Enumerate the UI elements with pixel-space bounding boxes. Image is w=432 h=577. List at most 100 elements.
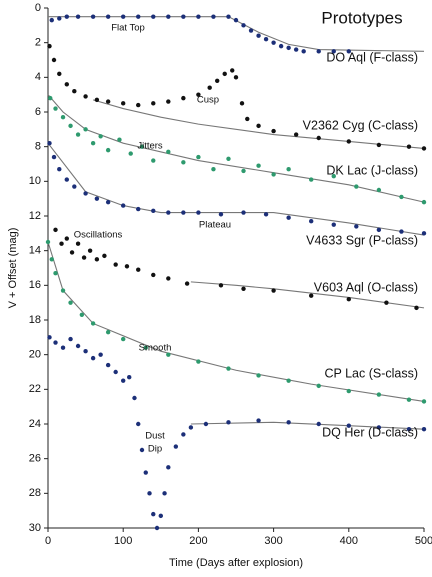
data-point — [105, 14, 111, 19]
data-point — [181, 14, 186, 19]
data-point — [57, 16, 62, 21]
data-point — [105, 329, 111, 335]
data-point — [226, 420, 231, 425]
data-point — [196, 359, 201, 364]
data-point — [256, 123, 261, 129]
data-point — [346, 139, 351, 144]
data-point — [256, 418, 261, 423]
data-point — [124, 264, 130, 269]
data-point — [53, 106, 58, 111]
data-point — [69, 250, 75, 255]
data-point — [53, 340, 58, 345]
data-point — [263, 212, 269, 217]
data-point — [128, 151, 133, 156]
data-point — [113, 369, 118, 375]
data-point — [376, 187, 382, 193]
data-point — [151, 14, 156, 19]
data-point — [72, 89, 77, 94]
data-point — [166, 276, 171, 281]
data-point — [226, 366, 231, 371]
y-tick-label: 16 — [29, 279, 41, 291]
data-point — [45, 239, 51, 245]
data-point — [376, 392, 382, 397]
data-point — [105, 99, 111, 104]
data-point — [117, 137, 122, 142]
y-tick-label: 24 — [29, 418, 41, 430]
data-point — [68, 336, 73, 342]
data-point — [136, 267, 141, 272]
data-point — [47, 335, 52, 340]
data-point — [226, 156, 231, 161]
data-point — [64, 14, 70, 19]
data-point — [60, 288, 66, 293]
data-point — [331, 49, 336, 54]
data-point — [143, 345, 148, 350]
data-point — [354, 224, 359, 229]
y-tick-label: 0 — [35, 2, 41, 14]
data-point — [346, 49, 351, 54]
y-tick-label: 10 — [29, 175, 41, 187]
data-point — [83, 127, 88, 132]
data-point — [68, 300, 73, 305]
annotation: Smooth — [139, 343, 172, 354]
data-point — [207, 85, 212, 90]
data-point — [316, 383, 321, 389]
data-point — [139, 447, 145, 453]
annotation: Jitters — [137, 141, 163, 152]
data-point — [196, 154, 201, 160]
data-point — [309, 293, 314, 298]
data-point — [60, 115, 66, 120]
fit-line — [190, 421, 425, 430]
data-point — [406, 397, 412, 402]
data-point — [132, 395, 137, 401]
data-point — [154, 525, 160, 531]
data-point — [241, 210, 246, 215]
y-tick-label: 22 — [29, 383, 41, 395]
data-point — [162, 491, 167, 496]
data-point — [271, 288, 276, 293]
data-point — [421, 146, 427, 151]
data-point — [184, 281, 190, 286]
data-point — [245, 116, 250, 122]
data-point — [51, 154, 57, 160]
x-tick-label: 400 — [340, 535, 358, 547]
annotation: Oscillations — [74, 230, 123, 241]
data-point — [414, 305, 419, 311]
y-tick-label: 20 — [29, 349, 41, 361]
data-point — [166, 210, 171, 215]
data-point — [48, 95, 53, 101]
data-point — [406, 427, 412, 432]
data-point — [136, 102, 141, 108]
data-point — [241, 168, 246, 174]
data-point — [136, 14, 141, 19]
data-point — [136, 421, 141, 427]
y-tick-label: 6 — [35, 106, 41, 118]
data-point — [90, 321, 96, 326]
data-point — [286, 420, 291, 425]
annotation: Plateau — [199, 220, 231, 231]
data-point — [64, 82, 70, 87]
x-tick-label: 100 — [114, 535, 132, 547]
data-point — [233, 75, 239, 80]
x-tick-label: 500 — [415, 535, 432, 547]
data-point — [399, 229, 404, 234]
data-point — [286, 378, 291, 383]
data-point — [151, 208, 156, 213]
data-point — [218, 212, 224, 217]
data-point — [158, 513, 163, 519]
data-point — [421, 231, 427, 236]
data-point — [271, 128, 276, 134]
data-point — [331, 173, 336, 179]
data-point — [233, 17, 239, 23]
data-point — [83, 349, 88, 354]
y-tick-label: 28 — [29, 487, 41, 499]
data-point — [49, 17, 54, 23]
data-point — [113, 262, 118, 267]
data-point — [94, 97, 100, 103]
data-point — [47, 141, 52, 146]
data-point — [271, 40, 276, 45]
data-point — [121, 378, 126, 383]
data-point — [139, 144, 145, 149]
y-tick-label: 4 — [35, 71, 41, 83]
